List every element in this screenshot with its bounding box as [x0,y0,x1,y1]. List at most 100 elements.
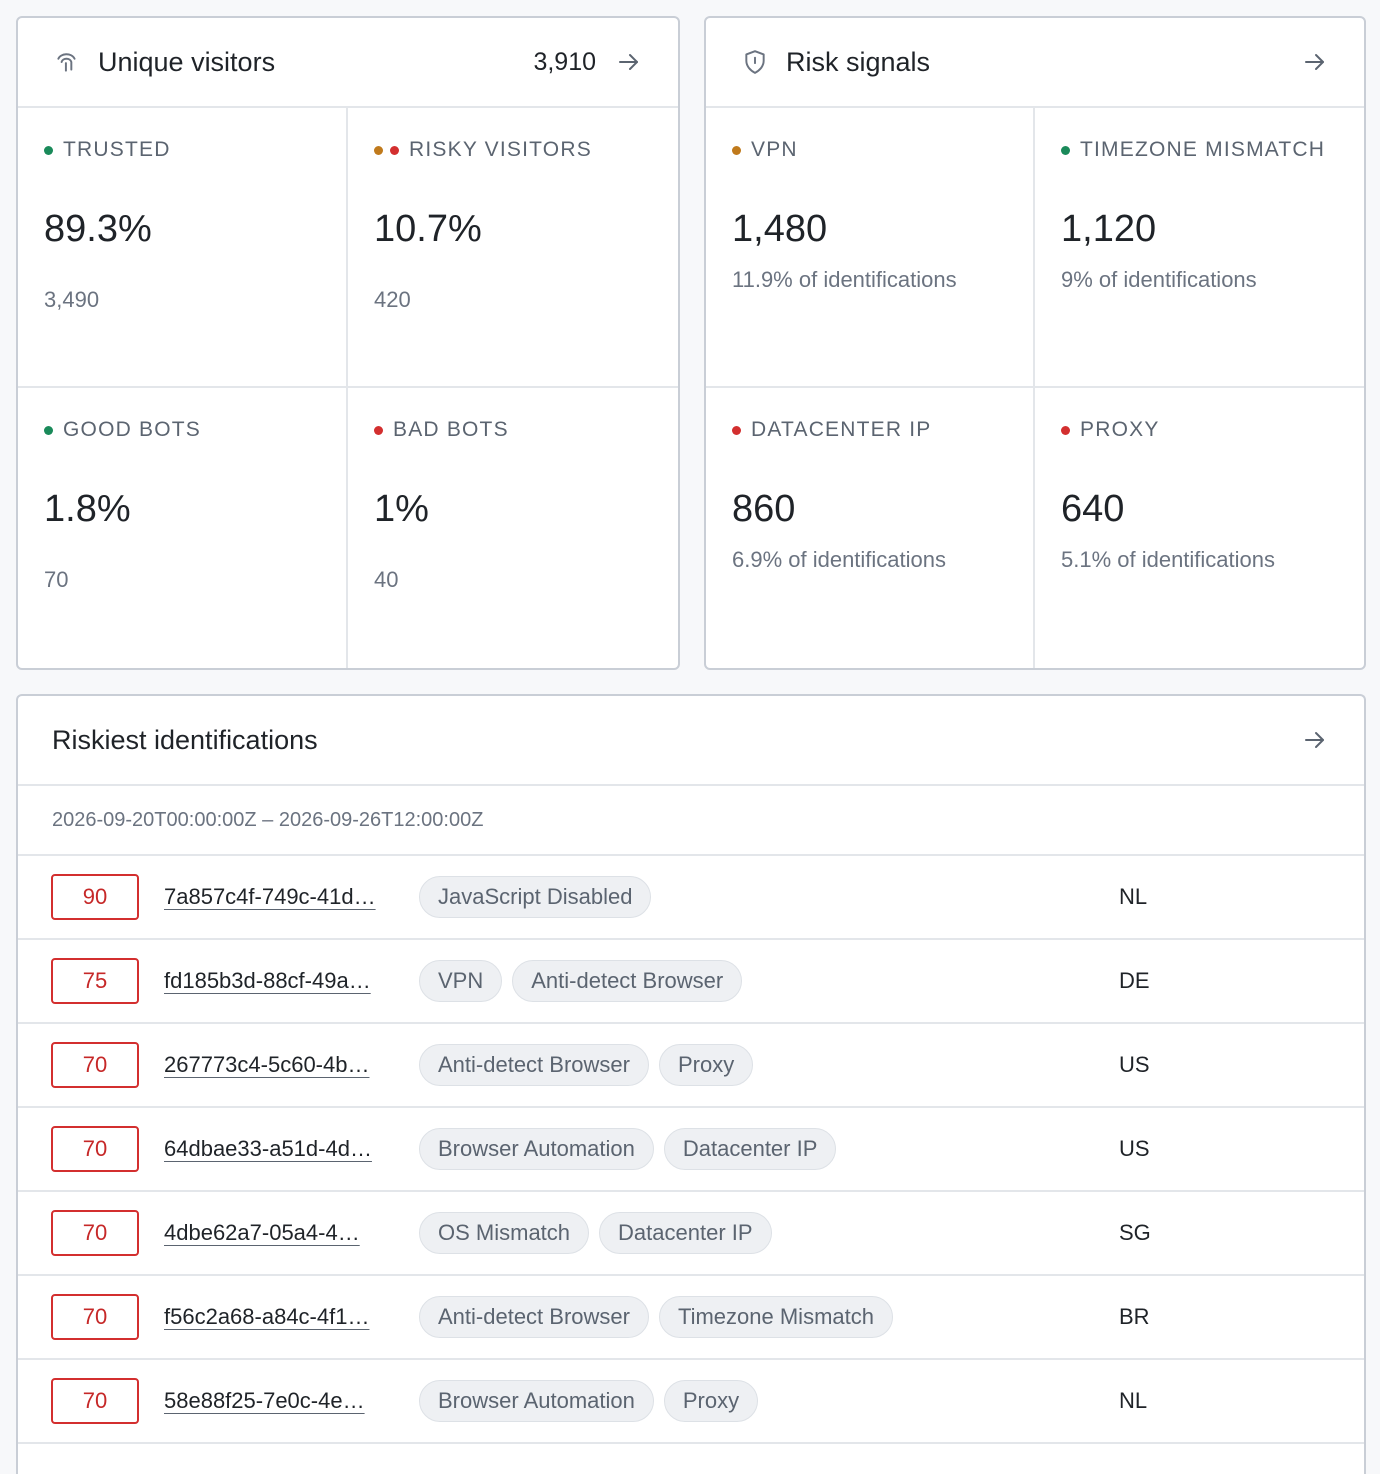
stat-cell[interactable]: TRUSTED 89.3% 3,490 [18,108,348,388]
stat-value: 89.3% [44,208,152,250]
fingerprint-icon [52,47,82,77]
status-dots [374,425,383,435]
stat-subtext: 6.9% of identifications [732,547,947,572]
signal-tag: Browser Automation [419,1380,654,1422]
shield-icon [740,47,770,77]
identification-link[interactable]: f56c2a68-a84c-4f1… [164,1304,370,1329]
stat-value: 640 [1061,488,1125,530]
riskiest-title: Riskiest identifications [52,724,318,755]
country-code: NL [1119,884,1148,909]
country-code: DE [1119,968,1150,993]
identification-link[interactable]: 7a857c4f-749c-41d… [164,884,376,909]
stat-cell[interactable]: TIMEZONE MISMATCH 1,120 9% of identificati… [1035,108,1364,388]
status-dots [44,425,53,435]
status-dots [732,145,741,155]
table-row[interactable]: 90 7a857c4f-749c-41d… JavaScript Disabled N… [18,856,1364,940]
stat-label: DATACENTER IP [732,416,1007,444]
status-dot-icon [732,145,741,155]
stat-subtext: 70 [44,567,69,592]
table-row[interactable]: 75 fd185b3d-88cf-49a… VPN Anti-detect Brows… [18,940,1364,1024]
riskiest-identifications-card: Riskiest identifications 2026-09-20T00:0… [16,694,1366,1474]
status-dots [1061,425,1070,435]
stat-label-text: TRUSTED [63,138,171,161]
stat-subtext: 420 [374,287,411,312]
stat-label: TIMEZONE MISMATCH [1061,136,1338,164]
signal-tags: Browser Automation Datacenter IP [419,1128,1119,1170]
country-code: BR [1119,1304,1150,1329]
identification-link[interactable]: 4dbe62a7-05a4-4… [164,1220,360,1245]
status-dots [732,425,741,435]
stat-subtext: 3,490 [44,287,100,312]
signal-tags: Anti-detect Browser Timezone Mismatch [419,1296,1119,1338]
risk-grid: VPN 1,480 11.9% of identifications TIMEZONE… [706,108,1364,668]
identification-link[interactable]: fd185b3d-88cf-49a… [164,968,371,993]
risk-score-badge: 70 [51,1042,139,1088]
status-dot-icon [390,145,399,155]
arrow-right-icon[interactable] [1300,47,1330,77]
signal-tag: Proxy [658,1044,754,1086]
stat-label-text: RISKY VISITORS [409,138,592,161]
risk-signals-card: Risk signals VPN 1,480 11.9% of identifica… [704,16,1366,670]
status-dots [1061,145,1070,155]
stat-label-text: BAD BOTS [393,418,509,441]
signal-tag: Anti-detect Browser [419,1296,649,1338]
stat-label-text: GOOD BOTS [63,418,201,441]
status-dots [374,145,399,155]
identification-link[interactable]: 267773c4-5c60-4b… [164,1052,370,1077]
stat-label-text: TIMEZONE MISMATCH [1080,138,1326,161]
risk-score-badge: 70 [51,1294,139,1340]
stat-cell[interactable]: BAD BOTS 1% 40 [348,388,678,668]
signal-tag: JavaScript Disabled [419,876,652,918]
stat-value: 1% [374,488,429,530]
status-dots [44,145,53,155]
stat-label: VPN [732,136,1007,164]
table-row[interactable]: 70 58e88f25-7e0c-4e… Browser Automation Pro… [18,1360,1364,1444]
stat-subtext: 5.1% of identifications [1061,547,1276,572]
risk-score-badge: 70 [51,1378,139,1424]
country-code: US [1119,1136,1150,1161]
signal-tag: Anti-detect Browser [512,960,743,1002]
identifications-table: 90 7a857c4f-749c-41d… JavaScript Disabled N… [18,856,1364,1444]
stat-cell[interactable]: DATACENTER IP 860 6.9% of identifications [706,388,1035,668]
stat-value: 860 [732,488,796,530]
table-row[interactable]: 70 267773c4-5c60-4b… Anti-detect Browser Pr… [18,1024,1364,1108]
unique-visitors-count: 3,910 [533,47,596,76]
risk-score-badge: 70 [51,1210,139,1256]
country-code: US [1119,1052,1150,1077]
stat-value: 1.8% [44,488,131,530]
risk-signals-title: Risk signals [786,46,931,77]
stat-label-text: VPN [751,138,798,161]
table-row[interactable]: 70 64dbae33-a51d-4d… Browser Automation Dat… [18,1108,1364,1192]
signal-tag: VPN [419,960,503,1002]
risk-score-badge: 70 [51,1126,139,1172]
status-dot-icon [732,425,741,435]
stat-subtext: 40 [374,567,399,592]
unique-visitors-header: Unique visitors 3,910 [18,18,678,108]
stat-cell[interactable]: GOOD BOTS 1.8% 70 [18,388,348,668]
stat-cell[interactable]: RISKY VISITORS 10.7% 420 [348,108,678,388]
stat-cell[interactable]: VPN 1,480 11.9% of identifications [706,108,1035,388]
stat-value: 1,480 [732,208,828,250]
arrow-right-icon[interactable] [1300,725,1330,755]
stat-label: BAD BOTS [374,416,652,444]
stat-value: 1,120 [1061,208,1157,250]
stat-subtext: 11.9% of identifications [732,267,957,292]
signal-tag: Proxy [663,1380,759,1422]
arrow-right-icon[interactable] [614,47,644,77]
date-range: 2026-09-20T00:00:00Z – 2026-09-26T12:00:… [18,786,1364,856]
status-dot-icon [1061,425,1070,435]
identification-link[interactable]: 58e88f25-7e0c-4e… [164,1388,365,1413]
signal-tag: Browser Automation [419,1128,654,1170]
stat-subtext: 9% of identifications [1061,267,1257,292]
signal-tags: JavaScript Disabled [419,876,1119,918]
table-row[interactable]: 70 4dbe62a7-05a4-4… OS Mismatch Datacenter … [18,1192,1364,1276]
table-row[interactable]: 70 f56c2a68-a84c-4f1… Anti-detect Browser T… [18,1276,1364,1360]
unique-visitors-card: Unique visitors 3,910 TRUSTED 89.3% 3,490 R… [16,16,680,670]
stat-label: TRUSTED [44,136,320,164]
stat-cell[interactable]: PROXY 640 5.1% of identifications [1035,388,1364,668]
riskiest-header: Riskiest identifications [18,696,1364,786]
signal-tag: Anti-detect Browser [419,1044,649,1086]
identification-link[interactable]: 64dbae33-a51d-4d… [164,1136,372,1161]
country-code: NL [1119,1388,1148,1413]
signal-tags: OS Mismatch Datacenter IP [419,1212,1119,1254]
